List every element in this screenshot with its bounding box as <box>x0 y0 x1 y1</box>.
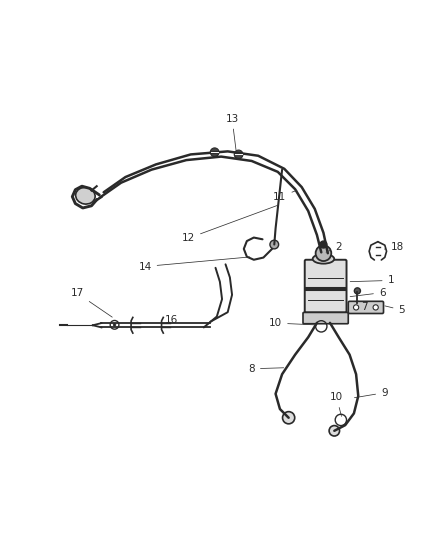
Text: 17: 17 <box>71 288 112 317</box>
Text: 16: 16 <box>165 314 178 325</box>
Text: 8: 8 <box>248 364 284 374</box>
Text: 10: 10 <box>330 392 343 416</box>
Text: 14: 14 <box>138 257 250 271</box>
Text: 6: 6 <box>350 288 385 297</box>
Circle shape <box>353 305 359 310</box>
Circle shape <box>373 305 378 310</box>
FancyBboxPatch shape <box>348 301 384 313</box>
Text: 1: 1 <box>350 276 394 286</box>
Text: 12: 12 <box>182 205 277 243</box>
Circle shape <box>354 288 360 294</box>
Ellipse shape <box>76 188 95 204</box>
FancyBboxPatch shape <box>305 260 346 312</box>
Text: 10: 10 <box>269 318 316 328</box>
Text: 9: 9 <box>354 387 388 398</box>
Circle shape <box>210 148 219 157</box>
Text: 18: 18 <box>385 242 404 252</box>
Circle shape <box>320 241 327 248</box>
Circle shape <box>113 324 116 326</box>
Text: 5: 5 <box>385 305 405 315</box>
Circle shape <box>270 240 279 249</box>
Ellipse shape <box>313 254 334 264</box>
Circle shape <box>316 245 331 261</box>
Text: 7: 7 <box>357 301 368 312</box>
Text: 13: 13 <box>226 114 239 150</box>
Text: 2: 2 <box>326 242 342 252</box>
Text: 11: 11 <box>273 190 297 202</box>
Circle shape <box>234 150 243 159</box>
Circle shape <box>283 411 295 424</box>
Circle shape <box>329 425 339 436</box>
FancyBboxPatch shape <box>303 312 348 324</box>
